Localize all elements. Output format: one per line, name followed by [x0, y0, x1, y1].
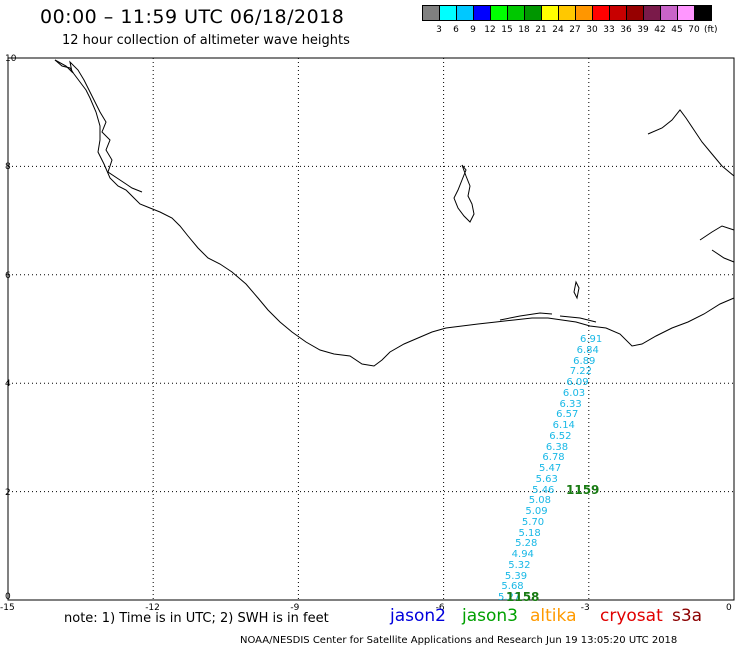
satellite-label-jason3: jason3 [462, 606, 518, 626]
legend-swatch [593, 6, 610, 20]
wave-height-value: 7.22 [569, 366, 593, 378]
map-title: 00:00 – 11:59 UTC 06/18/2018 [40, 6, 345, 28]
track-time-label: 1159 [566, 483, 600, 497]
legend-swatch [576, 6, 593, 20]
lat-tick-label: 10 [5, 54, 17, 64]
footer-note: note: 1) Time is in UTC; 2) SWH is in fe… [64, 611, 329, 626]
wave-height-value: 6.52 [549, 430, 572, 442]
wave-height-value: 5.46 [532, 484, 555, 496]
lon-tick-label: -9 [290, 603, 300, 613]
legend-swatch [525, 6, 542, 20]
lon-tick-label: -6 [435, 603, 445, 613]
legend-swatch [661, 6, 678, 20]
wave-height-value: 5.27 [498, 592, 521, 603]
legend-label: 70 [688, 25, 700, 35]
legend-swatch [644, 6, 661, 20]
lat-tick-label: 4 [5, 379, 11, 390]
credit-line: NOAA/NESDIS Center for Satellite Applica… [240, 635, 678, 646]
wave-height-value: 6.38 [545, 441, 569, 453]
wave-height-value: 6.91 [580, 334, 603, 345]
barrier-islands [499, 312, 597, 323]
wave-height-value: 6.84 [576, 344, 599, 356]
lon-tick-label: -12 [145, 603, 160, 613]
legend-label: 3 [436, 25, 442, 35]
legend-unit: (ft) [704, 25, 718, 35]
legend-label: 36 [620, 25, 632, 35]
wave-height-value: 5.32 [508, 559, 531, 571]
track-time-label: 1158 [506, 590, 540, 604]
legend-swatch [440, 6, 457, 20]
wave-height-value: 5.70 [521, 516, 545, 528]
legend-label: 18 [518, 25, 530, 35]
wave-height-value: 6.33 [559, 398, 582, 410]
satellite-label-cryosat: cryosat [600, 606, 663, 626]
legend-label: 12 [484, 25, 496, 35]
legend-swatch [678, 6, 695, 20]
wave-height-value: 6.14 [552, 420, 575, 431]
legend-label: 30 [586, 25, 598, 35]
wave-height-value: 6.89 [573, 355, 596, 367]
legend-labels: 3 6 9 12 15 18 21 24 27 30 33 36 39 42 45 70 [422, 25, 728, 37]
wave-height-value: 5.18 [518, 527, 541, 539]
lat-lon-grid [8, 58, 734, 600]
legend-swatch [559, 6, 576, 20]
satellite-label-jason2: jason2 [390, 606, 446, 626]
legend-swatch [491, 6, 508, 20]
northeast-coast [647, 109, 735, 263]
lat-tick-label: 0 [5, 592, 11, 602]
legend-label: 33 [603, 25, 615, 35]
satellite-label-altika: altika [530, 606, 577, 626]
wave-height-value: 5.09 [525, 506, 548, 517]
legend-swatch [474, 6, 491, 20]
legend-label: 39 [637, 25, 649, 35]
legend-label: 45 [671, 25, 683, 35]
wave-height-value: 5.39 [504, 570, 528, 582]
wave-height-value: 5.47 [539, 463, 562, 474]
wave-height-value: 6.03 [562, 387, 586, 399]
wave-height-value: 5.08 [528, 495, 552, 507]
legend-label: 27 [569, 25, 581, 35]
legend-label: 42 [654, 25, 666, 35]
legend-swatch [508, 6, 525, 20]
wave-height-value: 5.63 [535, 473, 558, 485]
legend-swatch [695, 6, 711, 20]
wave-height-value: 5.28 [515, 538, 538, 550]
map-frame [7, 57, 735, 601]
color-legend: 3 6 9 12 15 18 21 24 27 30 33 36 39 42 45 70 (ft) [422, 5, 728, 37]
legend-swatch [542, 6, 559, 20]
small-island [573, 280, 580, 300]
island-coast [453, 164, 475, 223]
legend-swatch [610, 6, 627, 20]
lon-tick-label: 0 [726, 603, 732, 613]
legend-label: 6 [453, 25, 459, 35]
legend-label: 15 [501, 25, 513, 35]
lat-tick-label: 6 [5, 270, 11, 281]
lon-tick-label: -3 [580, 603, 590, 613]
legend-swatch [457, 6, 474, 20]
legend-swatch [423, 6, 440, 20]
legend-swatch [627, 6, 644, 20]
map-subtitle: 12 hour collection of altimeter wave hei… [62, 33, 350, 48]
legend-label: 9 [470, 25, 476, 35]
legend-label: 21 [535, 25, 547, 35]
wave-height-value: 6.57 [556, 409, 579, 421]
coastline-north [54, 59, 143, 193]
legend-label: 24 [552, 25, 564, 35]
wave-height-value: 6.09 [566, 377, 589, 388]
satellite-label-s3a: s3a [672, 606, 703, 626]
wave-height-value: 4.94 [511, 549, 534, 560]
lon-tick-label: -15 [0, 603, 15, 613]
lat-tick-label: 2 [5, 487, 11, 498]
wave-height-value: 6.78 [542, 452, 565, 464]
coastline [54, 59, 735, 367]
legend-swatches [422, 5, 712, 21]
lat-tick-label: 8 [5, 162, 11, 173]
wave-height-value: 5.68 [501, 581, 524, 593]
